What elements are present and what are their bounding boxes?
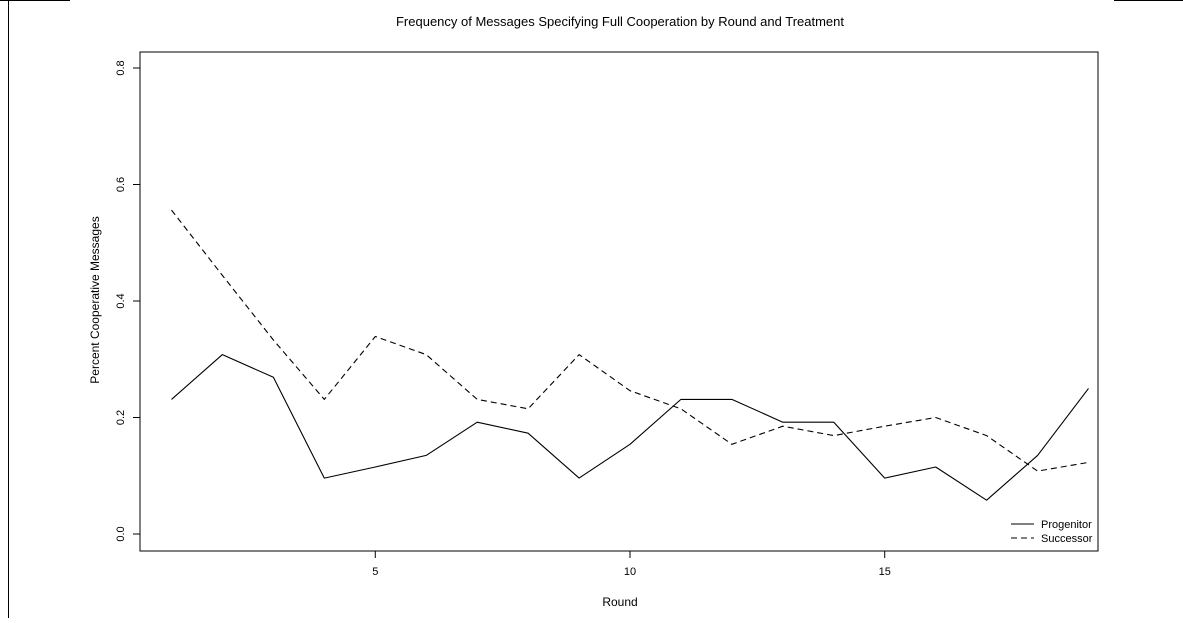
series-layer bbox=[171, 209, 1089, 501]
y-axis-label: Percent Cooperative Messages bbox=[88, 216, 102, 383]
series-line-successor bbox=[171, 209, 1089, 472]
y-tick-label: 0.4 bbox=[115, 293, 127, 308]
x-axis: 5 10 15 bbox=[372, 550, 891, 578]
legend: Progenitor Successor bbox=[1011, 519, 1093, 545]
plot-box bbox=[139, 51, 1099, 552]
x-tick-label: 10 bbox=[624, 566, 636, 578]
y-tick-label: 0.6 bbox=[115, 177, 127, 192]
chart-title: Frequency of Messages Specifying Full Co… bbox=[396, 14, 844, 29]
legend-label-progenitor: Progenitor bbox=[1041, 519, 1092, 531]
x-tick-label: 15 bbox=[879, 566, 891, 578]
y-tick-label: 0.8 bbox=[115, 60, 127, 75]
y-axis: 0.0 0.2 0.4 0.6 0.8 bbox=[115, 60, 141, 542]
series-line-progenitor bbox=[171, 354, 1089, 501]
y-tick-label: 0.0 bbox=[115, 526, 127, 541]
x-tick-label: 5 bbox=[372, 566, 378, 578]
legend-label-successor: Successor bbox=[1041, 533, 1093, 545]
x-axis-label: Round bbox=[602, 595, 637, 609]
y-tick-label: 0.2 bbox=[115, 410, 127, 425]
